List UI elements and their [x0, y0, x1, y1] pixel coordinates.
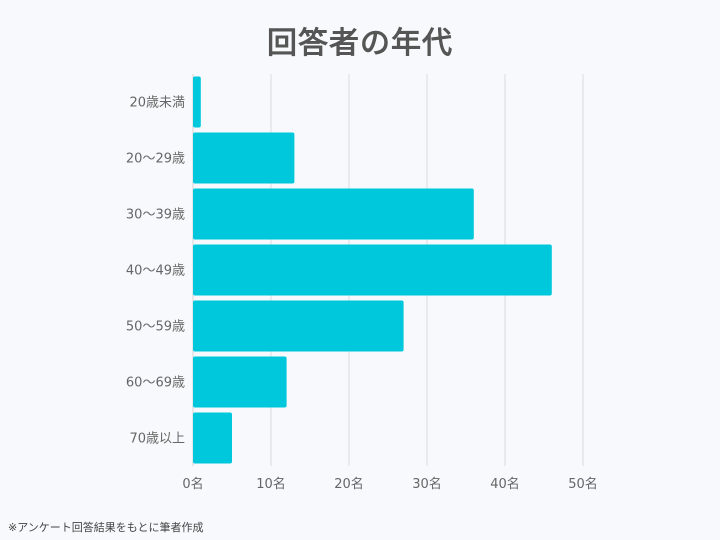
bar [193, 76, 201, 128]
chart-title: 回答者の年代 [267, 26, 453, 61]
x-tick-label: 50名 [568, 476, 598, 492]
x-axis-tick-labels: 0名 10名 20名 30名 40名 50名 [182, 476, 597, 492]
bars [193, 76, 552, 464]
bar [193, 188, 474, 240]
bar [193, 356, 287, 408]
footnote: ※アンケート回答結果をもとに筆者作成 [8, 521, 204, 534]
category-labels: 20歳未満 20～29歳 30～39歳 40～49歳 50～59歳 60～69歳 70歳以上 [126, 96, 185, 447]
category-label: 70歳以上 [129, 432, 185, 447]
category-label: 40～49歳 [126, 264, 185, 279]
category-label: 20歳未満 [129, 96, 185, 111]
bar [193, 132, 295, 184]
x-tick-label: 0名 [182, 476, 203, 492]
bar [193, 244, 552, 296]
bar [193, 300, 404, 352]
x-tick-label: 10名 [256, 476, 286, 492]
x-tick-label: 30名 [412, 476, 442, 492]
category-label: 50～59歳 [126, 320, 185, 335]
category-label: 20～29歳 [126, 152, 185, 167]
category-label: 30～39歳 [126, 208, 185, 223]
bar [193, 412, 232, 464]
category-label: 60～69歳 [126, 376, 185, 391]
x-tick-label: 20名 [334, 476, 364, 492]
x-tick-label: 40名 [490, 476, 520, 492]
